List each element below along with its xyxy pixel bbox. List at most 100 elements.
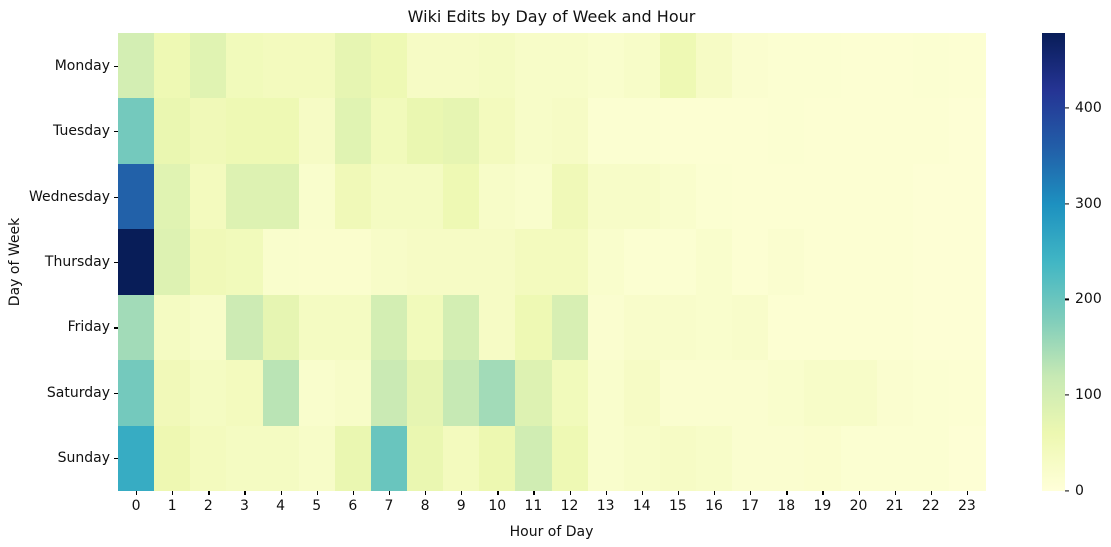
- heatmap-cell: [443, 33, 480, 99]
- heatmap-cell: [262, 425, 300, 492]
- heatmap-cell: [370, 425, 408, 492]
- heatmap-cell: [154, 360, 191, 427]
- heatmap-cell: [623, 33, 661, 99]
- x-tick-label: 16: [705, 498, 723, 514]
- x-tick-label: 6: [348, 498, 358, 514]
- x-tick-mark: [244, 491, 246, 495]
- heatmap-cell: [407, 294, 444, 361]
- heatmap-cell: [154, 229, 191, 296]
- heatmap-cell: [226, 98, 263, 165]
- heatmap-cell: [876, 33, 914, 99]
- x-tick-mark: [894, 491, 896, 495]
- y-tick-label: Friday: [67, 319, 110, 336]
- heatmap-cell: [912, 98, 950, 165]
- heatmap-cell: [370, 33, 408, 99]
- heatmap-cell: [876, 360, 914, 427]
- heatmap-cell: [912, 163, 950, 230]
- x-tick-mark: [497, 491, 499, 495]
- heatmap-cell: [118, 425, 155, 492]
- y-tick-label: Sunday: [57, 450, 110, 467]
- heatmap-cell: [226, 163, 263, 230]
- y-tick-mark: [114, 458, 118, 460]
- colorbar: [1042, 33, 1065, 491]
- x-tick-mark: [425, 491, 427, 495]
- y-tick-label: Saturday: [46, 384, 110, 401]
- heatmap-cell: [443, 425, 480, 492]
- x-tick-mark: [352, 491, 354, 495]
- colorbar-gradient: [1042, 33, 1065, 491]
- heatmap-cell: [515, 229, 552, 296]
- x-tick-mark: [569, 491, 571, 495]
- heatmap-cell: [732, 229, 769, 296]
- heatmap-cell: [479, 294, 516, 361]
- heatmap-cell: [190, 425, 227, 492]
- x-tick-label: 21: [885, 498, 904, 514]
- x-tick-label: 12: [560, 498, 579, 514]
- heatmap-cell: [443, 294, 480, 361]
- x-tick-mark: [858, 491, 860, 495]
- heatmap-cell: [262, 33, 300, 99]
- colorbar-tick-label: 0: [1075, 483, 1084, 499]
- colorbar-tick-label: 100: [1075, 387, 1102, 404]
- heatmap-cell: [479, 163, 516, 230]
- heatmap-cell: [768, 229, 805, 296]
- heatmap-cell: [876, 163, 914, 230]
- heatmap-cell: [334, 33, 372, 99]
- heatmap-cell: [226, 294, 263, 361]
- heatmap-cell: [443, 163, 480, 230]
- heatmap-cell: [298, 33, 336, 99]
- heatmap-cell: [515, 294, 552, 361]
- heatmap-cell: [948, 229, 986, 296]
- heatmap-cell: [587, 360, 625, 427]
- heatmap-cell: [118, 360, 155, 427]
- x-tick-mark: [677, 491, 680, 495]
- y-tick-mark: [114, 131, 118, 133]
- heatmap-cell: [515, 360, 552, 427]
- heatmap-cell: [659, 294, 697, 361]
- heatmap-cell: [479, 98, 516, 165]
- y-tick-label: Thursday: [44, 254, 110, 270]
- heatmap-cell: [226, 229, 263, 296]
- heatmap-cell: [551, 33, 589, 99]
- x-tick-label: 1: [167, 498, 177, 514]
- heatmap-cell: [659, 33, 697, 99]
- heatmap-cell: [443, 360, 480, 427]
- x-tick-label: 22: [921, 498, 940, 514]
- heatmap-cell: [154, 33, 191, 99]
- heatmap-cell: [768, 294, 805, 361]
- x-tick-mark: [533, 491, 535, 495]
- heatmap-cell: [587, 425, 625, 492]
- heatmap-cell: [696, 425, 733, 492]
- x-tick-mark: [966, 491, 969, 495]
- heatmap-cell: [551, 229, 589, 296]
- heatmap-cell: [515, 425, 552, 492]
- heatmap-cell: [768, 360, 805, 427]
- heatmap-cell: [840, 33, 878, 99]
- heatmap-cell: [696, 98, 733, 165]
- heatmap-cell: [696, 294, 733, 361]
- colorbar-tick-label: 400: [1075, 99, 1102, 116]
- y-tick-label: Wednesday: [28, 188, 110, 205]
- heatmap-cell: [623, 425, 661, 492]
- heatmap-cell: [407, 163, 444, 230]
- heatmap-cell: [370, 294, 408, 361]
- heatmap-cell: [443, 98, 480, 165]
- x-axis-label: Hour of Day: [509, 524, 594, 540]
- heatmap-cell: [298, 163, 336, 230]
- heatmap-cell: [696, 163, 733, 230]
- heatmap-cell: [659, 163, 697, 230]
- x-tick-mark: [605, 491, 607, 495]
- heatmap-cell: [226, 425, 263, 492]
- x-tick-label: 23: [958, 498, 976, 514]
- x-tick-label: 5: [312, 498, 322, 514]
- heatmap-cell: [479, 229, 516, 296]
- y-tick-mark: [114, 262, 118, 264]
- heatmap-cell: [768, 425, 805, 492]
- heatmap-cell: [190, 163, 227, 230]
- heatmap-cell: [876, 425, 914, 492]
- heatmap-cell: [407, 425, 444, 492]
- x-tick-label: 4: [276, 498, 286, 514]
- x-tick-mark: [641, 491, 643, 495]
- heatmap-cell: [190, 229, 227, 296]
- heatmap-cell: [659, 229, 697, 296]
